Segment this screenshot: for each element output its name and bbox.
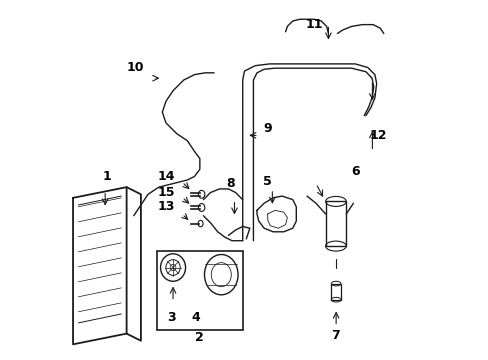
Text: 15: 15	[157, 186, 174, 199]
Text: 6: 6	[350, 165, 359, 177]
Text: 9: 9	[263, 122, 271, 135]
Text: 7: 7	[330, 329, 339, 342]
Text: 4: 4	[191, 311, 200, 324]
Text: 10: 10	[126, 61, 144, 74]
Bar	[325, 202, 346, 246]
Text: 3: 3	[166, 311, 175, 324]
Text: 11: 11	[305, 18, 322, 31]
FancyBboxPatch shape	[157, 251, 242, 330]
Text: 12: 12	[369, 129, 386, 142]
Text: 2: 2	[195, 331, 204, 344]
Text: 5: 5	[263, 175, 271, 188]
Text: 14: 14	[157, 170, 174, 183]
Text: 13: 13	[157, 200, 174, 213]
Text: 1: 1	[102, 170, 111, 183]
Text: 8: 8	[225, 177, 234, 190]
Bar	[331, 284, 340, 300]
